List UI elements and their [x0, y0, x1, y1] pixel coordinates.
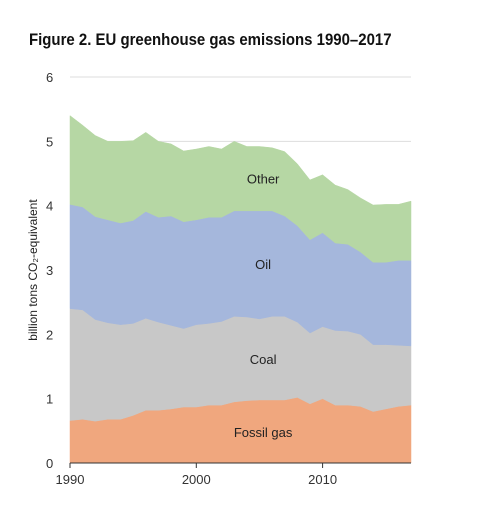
y-axis-label: billion tons CO₂-equivalent: [26, 199, 40, 341]
y-tick-label: 5: [46, 134, 53, 149]
series-label: Fossil gas: [234, 425, 293, 440]
y-tick-label: 0: [46, 456, 53, 471]
x-tick-label: 2000: [182, 472, 211, 487]
series-label: Coal: [250, 352, 277, 367]
y-tick-label: 3: [46, 263, 53, 278]
chart-title: Figure 2. EU greenhouse gas emissions 19…: [29, 30, 392, 49]
series-label: Other: [247, 172, 280, 187]
y-axis-ticks: 0 1 2 3 4 5 6: [46, 70, 53, 471]
series-label: Oil: [255, 257, 271, 272]
x-tick-label: 2010: [308, 472, 337, 487]
y-tick-label: 6: [46, 70, 53, 85]
x-axis-ticks: 1990 2000 2010: [56, 463, 337, 487]
y-tick-label: 2: [46, 327, 53, 342]
area-series: [69, 115, 412, 464]
x-tick-label: 1990: [56, 472, 85, 487]
area-labels: Fossil gas Coal Oil Other: [234, 172, 293, 440]
y-tick-label: 4: [46, 199, 53, 214]
area-other: [69, 115, 412, 263]
y-tick-label: 1: [46, 392, 53, 407]
